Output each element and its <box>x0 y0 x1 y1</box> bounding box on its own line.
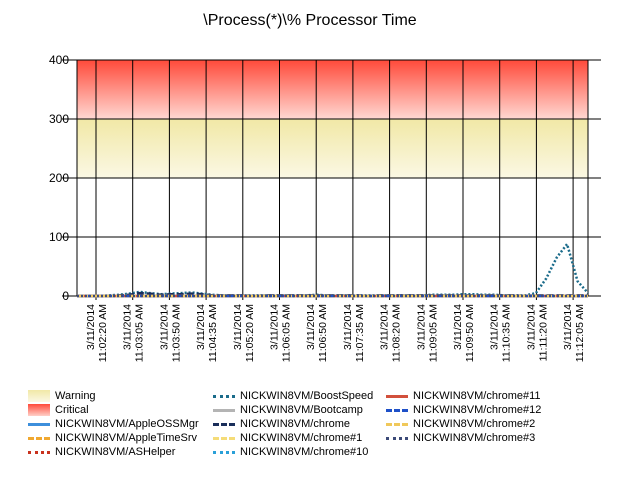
series-line-3 <box>77 241 589 298</box>
legend-label: NICKWIN8VM/ASHelper <box>55 446 176 458</box>
x-tick-date: 3/11/2014 <box>342 304 354 350</box>
legend-line-swatch <box>213 422 235 426</box>
legend-item: Warning <box>28 389 96 403</box>
band-warning <box>77 119 588 178</box>
legend-item: NICKWIN8VM/chrome <box>213 417 350 431</box>
legend-label: NICKWIN8VM/chrome#12 <box>413 404 542 416</box>
x-tick-time: 11:12:05 AM <box>574 304 586 362</box>
legend-item: NICKWIN8VM/chrome#10 <box>213 445 368 459</box>
x-tick-label: 3/11/2014 11:11:20 AM <box>525 304 549 362</box>
x-tick-date: 3/11/2014 <box>489 304 501 350</box>
x-tick-date: 3/11/2014 <box>452 304 464 350</box>
x-tick-date: 3/11/2014 <box>562 304 574 350</box>
x-tick-label: 3/11/2014 11:08:20 AM <box>379 304 403 362</box>
legend-item: NICKWIN8VM/Bootcamp <box>213 403 363 417</box>
legend-line-swatch <box>386 408 408 412</box>
x-tick-time: 11:04:35 AM <box>207 304 219 362</box>
x-tick-date: 3/11/2014 <box>195 304 207 350</box>
x-tick-label: 3/11/2014 11:09:50 AM <box>452 304 476 362</box>
legend-item: NICKWIN8VM/ASHelper <box>28 445 175 459</box>
x-tick-time: 11:02:20 AM <box>97 304 109 362</box>
x-tick-date: 3/11/2014 <box>305 304 317 350</box>
legend-line-swatch <box>213 450 235 454</box>
x-tick-time: 11:06:05 AM <box>281 304 293 362</box>
legend-line-swatch <box>28 450 50 454</box>
x-tick-label: 3/11/2014 11:10:35 AM <box>489 304 513 362</box>
x-tick-label: 3/11/2014 11:02:20 AM <box>85 304 109 362</box>
x-tick-time: 11:06:50 AM <box>317 304 329 362</box>
legend-line-swatch <box>213 408 235 412</box>
x-tick-time: 11:03:05 AM <box>134 304 146 362</box>
legend-item: NICKWIN8VM/AppleOSSMgr <box>28 417 199 431</box>
x-tick-label: 3/11/2014 11:03:05 AM <box>122 304 146 362</box>
x-tick-date: 3/11/2014 <box>415 304 427 350</box>
legend-label: Warning <box>55 390 96 402</box>
y-tick-label: 400 <box>49 53 69 67</box>
band-critical <box>77 60 588 119</box>
legend-label: NICKWIN8VM/chrome#1 <box>240 432 363 444</box>
x-tick-time: 11:08:20 AM <box>391 304 403 362</box>
legend-item: NICKWIN8VM/chrome#12 <box>386 403 541 417</box>
y-tick-label: 100 <box>49 230 69 244</box>
legend-label: NICKWIN8VM/Bootcamp <box>240 404 363 416</box>
legend-label: NICKWIN8VM/chrome#10 <box>240 446 369 458</box>
legend-label: NICKWIN8VM/chrome <box>240 418 351 430</box>
legend-line-swatch <box>386 422 408 426</box>
x-tick-label: 3/11/2014 11:12:05 AM <box>562 304 586 362</box>
x-tick-time: 11:09:50 AM <box>464 304 476 362</box>
x-tick-label: 3/11/2014 11:06:50 AM <box>305 304 329 362</box>
x-tick-label: 3/11/2014 11:06:05 AM <box>269 304 293 362</box>
legend-line-swatch <box>28 436 50 440</box>
x-tick-date: 3/11/2014 <box>85 304 97 350</box>
legend-line-swatch <box>213 394 235 398</box>
legend-label: NICKWIN8VM/chrome#3 <box>413 432 536 444</box>
x-tick-date: 3/11/2014 <box>158 304 170 350</box>
legend-line-swatch <box>386 436 408 440</box>
legend: Warning Critical NICKWIN8VM/AppleOSSMgr NIC… <box>28 389 608 469</box>
x-tick-label: 3/11/2014 11:03:50 AM <box>158 304 182 362</box>
legend-item: NICKWIN8VM/chrome#3 <box>386 431 535 445</box>
chart-title: \Process(*)\% Processor Time <box>203 12 417 29</box>
legend-item: NICKWIN8VM/chrome#2 <box>386 417 535 431</box>
x-tick-time: 11:07:35 AM <box>354 304 366 362</box>
legend-label: NICKWIN8VM/AppleTimeSrv <box>55 432 198 444</box>
x-tick-date: 3/11/2014 <box>122 304 134 350</box>
legend-item: NICKWIN8VM/chrome#1 <box>213 431 362 445</box>
legend-line-swatch <box>213 436 235 440</box>
y-tick-label: 300 <box>49 112 69 126</box>
x-tick-time: 11:10:35 AM <box>501 304 513 362</box>
legend-line-swatch <box>386 394 408 398</box>
x-tick-label: 3/11/2014 11:04:35 AM <box>195 304 219 362</box>
x-tick-date: 3/11/2014 <box>232 304 244 350</box>
legend-item: NICKWIN8VM/AppleTimeSrv <box>28 431 197 445</box>
legend-label: NICKWIN8VM/AppleOSSMgr <box>55 418 199 430</box>
x-tick-date: 3/11/2014 <box>379 304 391 350</box>
y-tick-label: 0 <box>62 289 69 303</box>
legend-line-swatch <box>28 422 50 426</box>
x-tick-time: 11:05:20 AM <box>244 304 256 362</box>
y-tick-label: 200 <box>49 171 69 185</box>
legend-label: NICKWIN8VM/BoostSpeed <box>240 390 374 402</box>
x-tick-label: 3/11/2014 11:07:35 AM <box>342 304 366 362</box>
legend-item: NICKWIN8VM/BoostSpeed <box>213 389 373 403</box>
x-tick-label: 3/11/2014 11:09:05 AM <box>415 304 439 362</box>
x-tick-time: 11:09:05 AM <box>427 304 439 362</box>
legend-band-swatch <box>28 404 50 416</box>
legend-label: NICKWIN8VM/chrome#11 <box>413 390 541 402</box>
x-tick-date: 3/11/2014 <box>269 304 281 350</box>
legend-item: Critical <box>28 403 89 417</box>
x-tick-date: 3/11/2014 <box>525 304 537 350</box>
legend-label: NICKWIN8VM/chrome#2 <box>413 418 536 430</box>
legend-band-swatch <box>28 390 50 402</box>
legend-label: Critical <box>55 404 89 416</box>
x-tick-time: 11:03:50 AM <box>170 304 182 362</box>
x-tick-label: 3/11/2014 11:05:20 AM <box>232 304 256 362</box>
x-tick-time: 11:11:20 AM <box>537 304 549 361</box>
legend-item: NICKWIN8VM/chrome#11 <box>386 389 541 403</box>
